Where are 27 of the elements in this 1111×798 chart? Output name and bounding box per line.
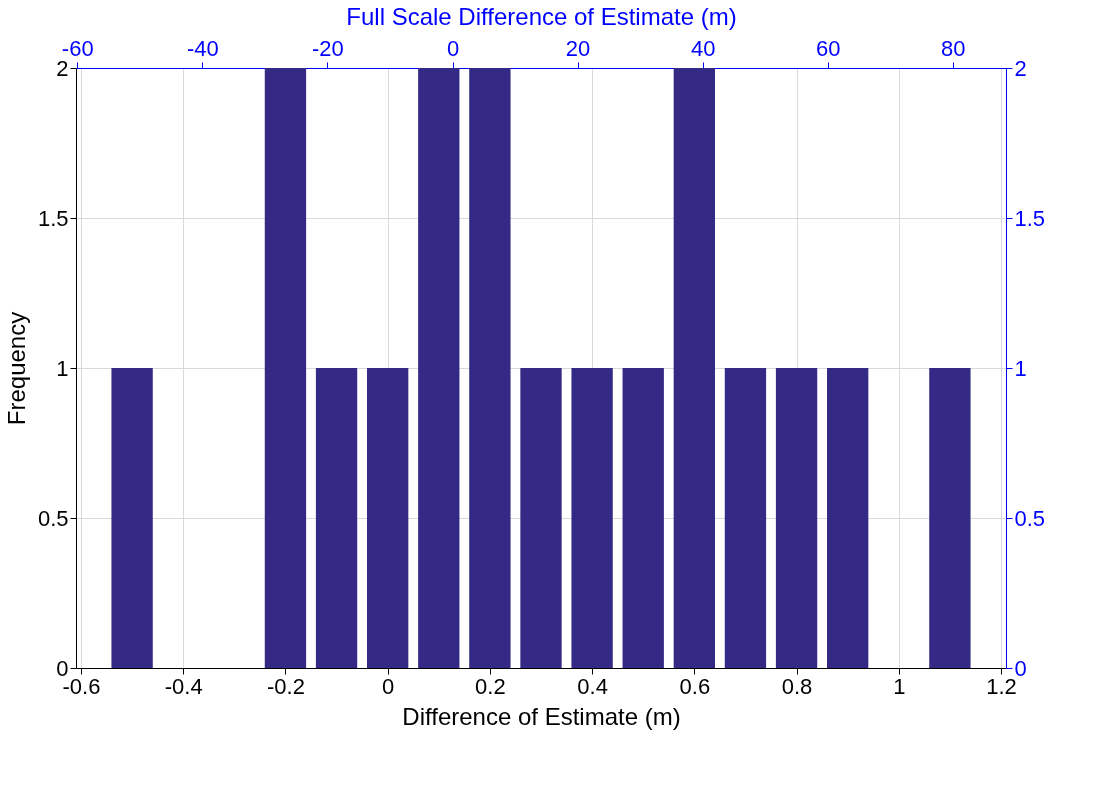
x2-tick-label: 20	[565, 35, 591, 61]
x-tick-label: -0.2	[266, 673, 305, 699]
x2-axis-title: Full Scale Difference of Estimate (m)	[346, 2, 737, 30]
x2-tick-label: 0	[446, 35, 460, 61]
y-tick-label: 1	[56, 355, 69, 381]
y-axis-title: Frequency	[2, 311, 30, 426]
x-axis-title: Difference of Estimate (m)	[402, 702, 681, 730]
x-tick-label: 1.2	[986, 673, 1017, 699]
x2-tick-label: 40	[690, 35, 716, 61]
y-tick-label: 0.5	[37, 505, 69, 531]
y2-tick-label: 1	[1014, 355, 1027, 381]
x-tick-label: -0.4	[164, 673, 203, 699]
x-tick-label: 0.8	[781, 673, 813, 699]
x2-tick-label: -20	[312, 35, 344, 61]
x-tick-label: 0	[382, 673, 395, 699]
y-tick-label: 1.5	[37, 205, 69, 231]
y2-tick-label: 0.5	[1014, 505, 1046, 531]
x2-tick-label: -40	[186, 35, 219, 61]
x-tick-label: 0.4	[577, 673, 608, 699]
x-tick-label: 1	[893, 673, 906, 699]
x2-tick-label: 60	[816, 35, 841, 61]
y2-tick-label: 1.5	[1014, 205, 1046, 231]
x-tick-label: 0.6	[679, 673, 711, 699]
x-tick-label: 0.2	[475, 673, 506, 699]
x2-tick-label: 80	[941, 35, 966, 61]
y2-tick-label: 0	[1014, 655, 1027, 681]
y2-tick-label: 2	[1014, 55, 1027, 81]
